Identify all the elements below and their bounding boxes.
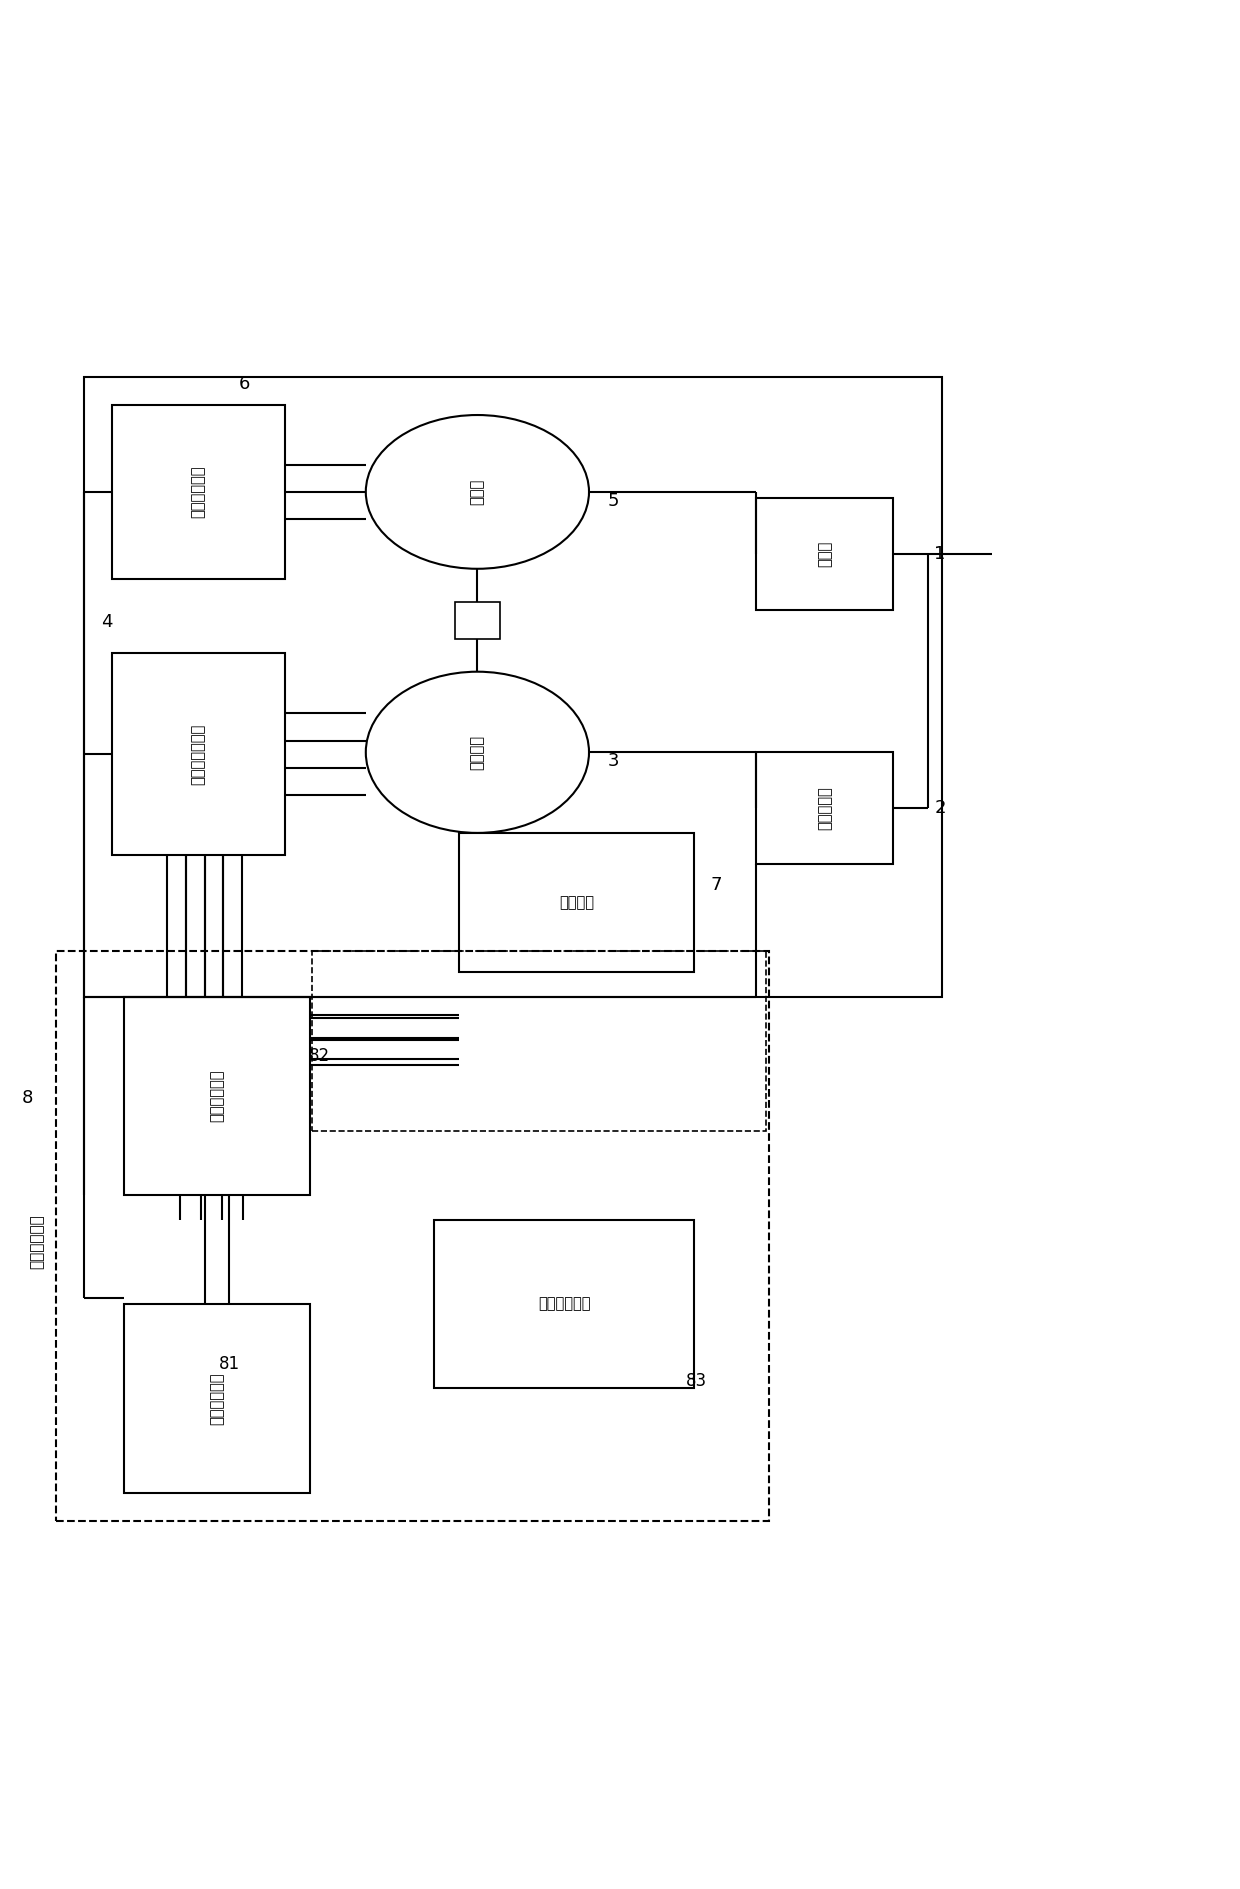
Text: 电能分配模块: 电能分配模块 — [210, 1069, 224, 1122]
FancyBboxPatch shape — [756, 499, 893, 610]
Text: 直流电源模块: 直流电源模块 — [210, 1371, 224, 1424]
Text: 7: 7 — [711, 876, 723, 893]
Text: 8: 8 — [21, 1090, 33, 1107]
Text: 5: 5 — [608, 491, 620, 510]
Text: 2: 2 — [934, 799, 946, 818]
Ellipse shape — [366, 416, 589, 569]
Text: 辅助能量单元: 辅助能量单元 — [30, 1215, 45, 1269]
Text: 1: 1 — [934, 544, 946, 563]
Text: 81: 81 — [218, 1354, 241, 1373]
Text: 4: 4 — [100, 614, 113, 631]
FancyBboxPatch shape — [756, 752, 893, 863]
FancyBboxPatch shape — [124, 997, 310, 1196]
Text: 电能存储模块: 电能存储模块 — [538, 1296, 590, 1311]
FancyBboxPatch shape — [124, 1303, 310, 1492]
Text: 测功机: 测功机 — [470, 478, 485, 504]
FancyBboxPatch shape — [434, 1220, 694, 1388]
FancyBboxPatch shape — [112, 404, 285, 578]
Text: 6: 6 — [238, 376, 250, 393]
Text: 被测电机控制器: 被测电机控制器 — [191, 723, 206, 784]
FancyBboxPatch shape — [459, 833, 694, 971]
Text: 测功机控制器: 测功机控制器 — [191, 467, 206, 518]
Text: 3: 3 — [608, 752, 620, 771]
FancyBboxPatch shape — [455, 601, 500, 638]
Text: 控制台: 控制台 — [817, 540, 832, 567]
Text: 被测电机: 被测电机 — [470, 735, 485, 771]
FancyBboxPatch shape — [112, 654, 285, 856]
Ellipse shape — [366, 672, 589, 833]
Text: 整车控制器: 整车控制器 — [817, 786, 832, 829]
Text: 动力电池: 动力电池 — [559, 895, 594, 910]
Text: 82: 82 — [309, 1047, 331, 1065]
Text: 83: 83 — [686, 1371, 708, 1390]
